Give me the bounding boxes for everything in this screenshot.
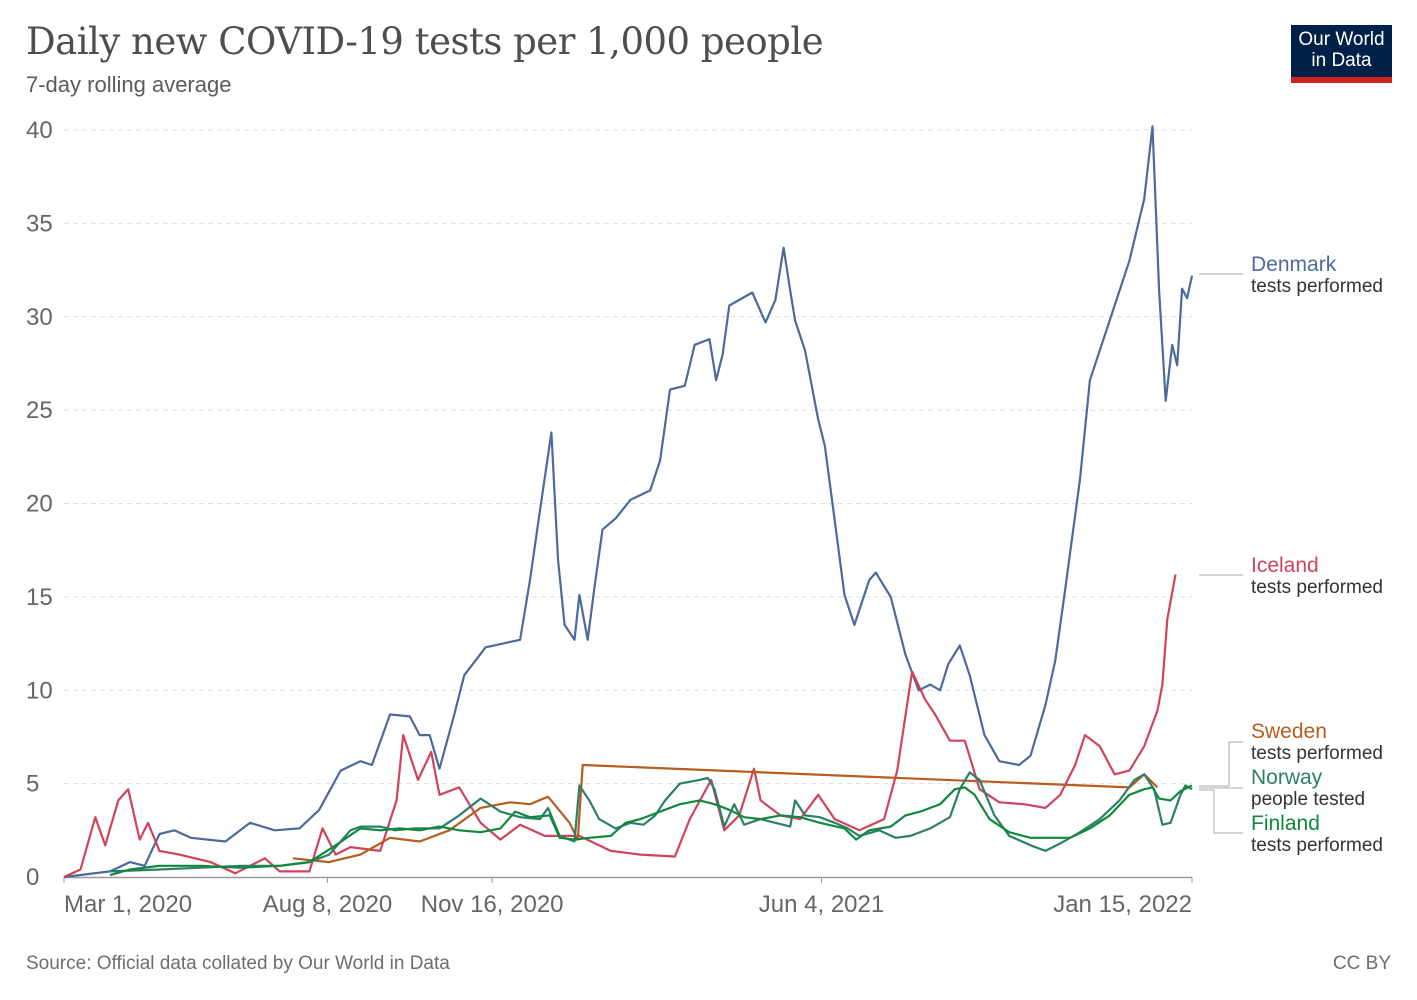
series-line-denmark (63, 125, 1194, 879)
y-tick-label: 10 (26, 677, 53, 704)
legend-note-denmark: tests performed (1251, 276, 1383, 297)
legend-note-finland: tests performed (1251, 835, 1383, 856)
source-note: Source: Official data collated by Our Wo… (26, 953, 450, 974)
x-tick-label: Nov 16, 2020 (421, 891, 564, 918)
chart-title: Daily new COVID-19 tests per 1,000 peopl… (26, 20, 824, 63)
legend-label-finland: Finland (1251, 812, 1320, 835)
legend-label-denmark: Denmark (1251, 253, 1337, 276)
legend-connector (1199, 741, 1243, 787)
series-line-finland (109, 784, 1193, 877)
series-line-norway (110, 771, 1193, 873)
y-tick-label: 20 (26, 491, 53, 518)
x-tick-label: Mar 1, 2020 (64, 891, 192, 918)
license-link[interactable]: CC BY (1332, 953, 1391, 974)
y-tick-label: 30 (26, 304, 53, 331)
logo-line-2: in Data (1311, 50, 1372, 71)
legend-note-sweden: tests performed (1251, 743, 1383, 764)
series-line-iceland (63, 574, 1177, 879)
y-tick-label: 40 (26, 117, 53, 144)
y-tick-label: 0 (26, 864, 39, 891)
x-tick-label: Jun 4, 2021 (759, 891, 884, 918)
legend-note-iceland: tests performed (1251, 577, 1383, 598)
legend-label-sweden: Sweden (1251, 720, 1327, 743)
legend-label-norway: Norway (1251, 766, 1323, 789)
chart-subtitle: 7-day rolling average (26, 72, 232, 97)
y-tick-label: 25 (26, 397, 53, 424)
legend-note-norway: people tested (1251, 789, 1365, 810)
y-tick-label: 15 (26, 584, 53, 611)
y-tick-label: 35 (26, 210, 53, 237)
x-tick-label: Aug 8, 2020 (263, 891, 392, 918)
logo-line-1: Our World (1298, 29, 1385, 50)
legend-connector (1199, 789, 1243, 834)
x-tick-label: Jan 15, 2022 (1053, 891, 1192, 918)
owid-logo[interactable]: Our World in Data (1291, 25, 1392, 83)
series-line-sweden (292, 763, 1159, 864)
legend-label-iceland: Iceland (1251, 554, 1319, 577)
y-tick-label: 5 (26, 771, 39, 798)
